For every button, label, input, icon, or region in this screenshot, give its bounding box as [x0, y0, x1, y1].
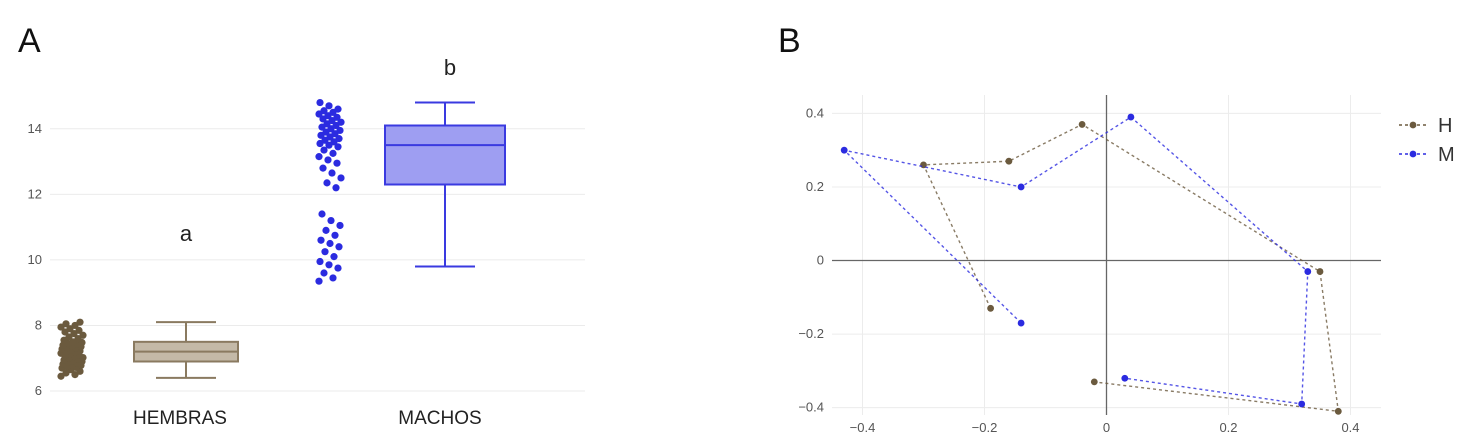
series-h: [920, 121, 1342, 415]
data-point: [79, 331, 87, 339]
data-point: [316, 257, 324, 266]
data-point: [315, 277, 323, 285]
y-axis-ticks: 6 8 10 12 14: [28, 121, 42, 398]
y-tick-label: −0.4: [798, 400, 824, 415]
data-point: [331, 231, 339, 239]
data-point: [319, 164, 327, 172]
data-point: [334, 143, 342, 151]
data-point: [329, 274, 337, 282]
legend-marker: [1409, 150, 1417, 158]
data-point: [318, 210, 326, 218]
data-point: [335, 243, 343, 251]
x-tick-label: −0.4: [850, 420, 876, 435]
series-point: [1121, 374, 1129, 382]
series-point: [987, 304, 994, 312]
box-iqr: [384, 124, 506, 186]
box-plot-chart: 6 8 10 12 14 HEMBRAS a MACHOS b: [28, 55, 585, 429]
data-point: [333, 159, 341, 167]
significance-letter: b: [444, 55, 456, 80]
box-machos: [384, 101, 506, 268]
y-tick-label: 12: [28, 186, 42, 201]
data-point: [327, 216, 335, 225]
category-label: HEMBRAS: [133, 408, 227, 429]
x-tick-label: −0.2: [972, 420, 998, 435]
y-tick-label: 0: [817, 253, 824, 268]
box-hembras: [133, 321, 239, 379]
series-point: [1304, 268, 1312, 275]
series-point: [1334, 407, 1342, 415]
data-point: [325, 102, 333, 110]
data-point: [329, 149, 337, 157]
data-point: [316, 98, 324, 107]
y-tick-label: 8: [35, 317, 42, 332]
data-point: [333, 113, 341, 121]
data-point: [325, 261, 333, 269]
data-point: [62, 320, 70, 328]
data-point: [320, 107, 328, 115]
legend: HM: [1399, 115, 1455, 166]
series-point: [1090, 378, 1098, 386]
panel-a-letter: A: [18, 22, 41, 60]
x-tick-label: 0.4: [1341, 420, 1359, 435]
data-point: [315, 153, 323, 161]
series-point: [1017, 319, 1025, 327]
y-tick-label: 10: [28, 252, 42, 267]
data-point: [320, 146, 328, 154]
panel-b-letter: B: [778, 22, 801, 60]
legend-item: H: [1399, 115, 1452, 137]
data-point: [324, 156, 332, 164]
series-point: [840, 146, 848, 154]
data-point: [321, 248, 329, 256]
data-point: [317, 236, 325, 244]
series-lines: [840, 113, 1342, 415]
data-point: [326, 239, 334, 248]
series-point: [1127, 113, 1135, 121]
series-point: [1316, 268, 1324, 275]
data-point: [75, 326, 83, 334]
data-point: [337, 174, 345, 182]
data-point: [332, 184, 340, 192]
y-tick-label: 6: [35, 383, 42, 398]
legend-label: H: [1438, 115, 1452, 137]
axis-ticks: −0.4 −0.2 0 0.2 0.4 −0.4 −0.2 0 0.2 0.4: [798, 105, 1359, 435]
series-point: [1298, 400, 1306, 408]
data-point: [336, 221, 344, 230]
data-point: [334, 105, 342, 113]
y-tick-label: −0.2: [798, 326, 824, 341]
data-point: [323, 179, 331, 187]
series-line: [922, 123, 1340, 413]
boxes: [133, 101, 506, 379]
zero-axes: [832, 95, 1381, 415]
category-label: MACHOS: [398, 408, 481, 429]
y-tick-label: 14: [28, 121, 42, 136]
y-tick-label: 0.2: [806, 179, 824, 194]
y-tick-label: 0.4: [806, 105, 824, 120]
data-point: [330, 253, 338, 261]
x-tick-label: 0: [1103, 420, 1110, 435]
data-point: [334, 264, 342, 272]
data-point: [336, 126, 344, 135]
data-point: [328, 169, 336, 177]
series-point: [1078, 121, 1086, 128]
data-point: [322, 226, 330, 234]
series-point: [1017, 183, 1025, 191]
legend-item: M: [1399, 144, 1455, 166]
data-point: [337, 118, 345, 126]
legend-marker: [1409, 121, 1417, 129]
series-m: [840, 113, 1312, 408]
category-labels: HEMBRAS a MACHOS b: [133, 55, 482, 429]
legend-label: M: [1438, 144, 1455, 166]
significance-letter: a: [180, 221, 193, 246]
data-point: [76, 318, 84, 326]
jitter-points: [57, 98, 345, 380]
data-point: [320, 269, 328, 277]
series-point: [1005, 157, 1013, 165]
x-tick-label: 0.2: [1219, 420, 1237, 435]
data-point: [335, 135, 343, 143]
